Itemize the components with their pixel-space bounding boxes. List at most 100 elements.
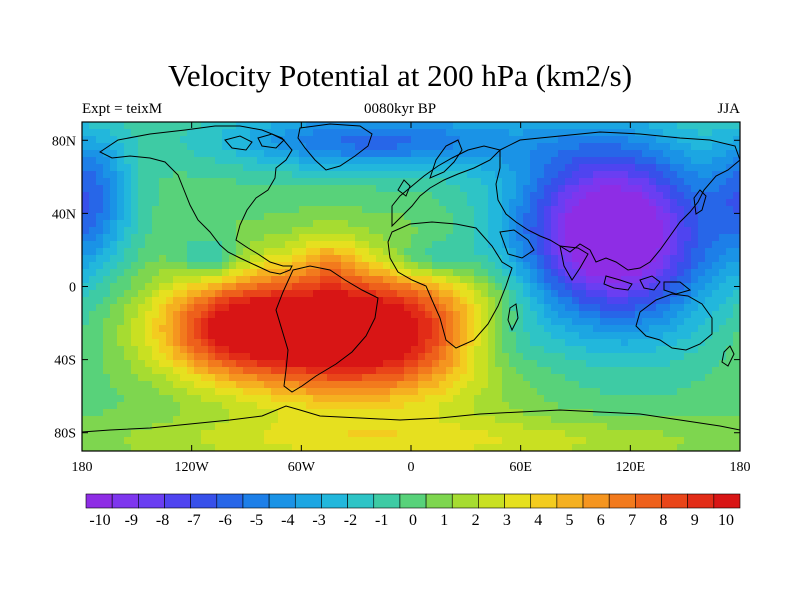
field-cell	[551, 276, 559, 284]
field-cell	[369, 178, 377, 186]
field-cell	[341, 255, 349, 263]
field-cell	[222, 402, 230, 410]
field-cell	[145, 185, 153, 193]
field-cell	[376, 192, 384, 200]
field-cell	[530, 297, 538, 305]
colorbar-swatch	[582, 493, 610, 509]
field-cell	[649, 416, 657, 424]
field-cell	[551, 318, 559, 326]
field-cell	[264, 220, 272, 228]
field-cell	[691, 241, 699, 249]
field-cell	[327, 136, 335, 144]
field-cell	[215, 409, 223, 417]
field-cell	[460, 423, 468, 431]
field-cell	[495, 276, 503, 284]
field-cell	[397, 185, 405, 193]
field-cell	[614, 388, 622, 396]
field-cell	[432, 395, 440, 403]
field-cell	[558, 360, 566, 368]
field-cell	[460, 318, 468, 326]
field-cell	[488, 192, 496, 200]
field-cell	[327, 241, 335, 249]
field-cell	[404, 269, 412, 277]
field-cell	[327, 311, 335, 319]
field-cell	[656, 185, 664, 193]
field-cell	[677, 311, 685, 319]
field-cell	[474, 248, 482, 256]
x-tick-label: 180	[730, 460, 751, 475]
field-cell	[565, 227, 573, 235]
field-cell	[432, 318, 440, 326]
field-cell	[348, 136, 356, 144]
field-cell	[670, 164, 678, 172]
field-cell	[383, 388, 391, 396]
field-cell	[243, 143, 251, 151]
field-cell	[495, 248, 503, 256]
field-cell	[467, 360, 475, 368]
field-cell	[383, 164, 391, 172]
field-cell	[229, 171, 237, 179]
field-cell	[117, 346, 125, 354]
field-cell	[656, 283, 664, 291]
field-cell	[523, 409, 531, 417]
field-cell	[341, 157, 349, 165]
field-cell	[425, 318, 433, 326]
field-cell	[726, 262, 734, 270]
field-cell	[663, 437, 671, 445]
field-cell	[460, 395, 468, 403]
field-cell	[152, 206, 160, 214]
field-cell	[670, 430, 678, 438]
field-cell	[222, 192, 230, 200]
field-cell	[453, 122, 461, 130]
field-cell	[691, 283, 699, 291]
field-cell	[544, 290, 552, 298]
field-cell	[586, 213, 594, 221]
field-cell	[614, 416, 622, 424]
field-cell	[278, 318, 286, 326]
field-cell	[628, 164, 636, 172]
field-cell	[586, 395, 594, 403]
field-cell	[572, 395, 580, 403]
field-cell	[558, 430, 566, 438]
field-cell	[488, 416, 496, 424]
field-cell	[516, 409, 524, 417]
field-cell	[565, 318, 573, 326]
field-cell	[250, 430, 258, 438]
field-cell	[152, 311, 160, 319]
field-cell	[117, 423, 125, 431]
field-cell	[348, 304, 356, 312]
field-cell	[250, 262, 258, 270]
field-cell	[341, 129, 349, 137]
field-cell	[649, 269, 657, 277]
field-cell	[278, 444, 286, 451]
field-cell	[523, 164, 531, 172]
field-cell	[313, 213, 321, 221]
field-cell	[145, 444, 153, 451]
field-cell	[292, 283, 300, 291]
field-cell	[607, 164, 615, 172]
field-cell	[712, 381, 720, 389]
field-cell	[131, 255, 139, 263]
field-cell	[642, 416, 650, 424]
field-cell	[243, 171, 251, 179]
field-cell	[82, 381, 90, 389]
field-cell	[439, 290, 447, 298]
field-cell	[145, 297, 153, 305]
field-cell	[572, 402, 580, 410]
field-cell	[96, 381, 104, 389]
field-cell	[383, 402, 391, 410]
field-cell	[635, 150, 643, 158]
field-cell	[103, 430, 111, 438]
field-cell	[649, 248, 657, 256]
field-cell	[201, 311, 209, 319]
field-cell	[530, 171, 538, 179]
field-cell	[621, 353, 629, 361]
field-cell	[439, 304, 447, 312]
field-cell	[180, 143, 188, 151]
field-cell	[180, 402, 188, 410]
field-cell	[677, 234, 685, 242]
field-cell	[397, 269, 405, 277]
field-cell	[131, 325, 139, 333]
field-cell	[362, 248, 370, 256]
field-cell	[236, 388, 244, 396]
